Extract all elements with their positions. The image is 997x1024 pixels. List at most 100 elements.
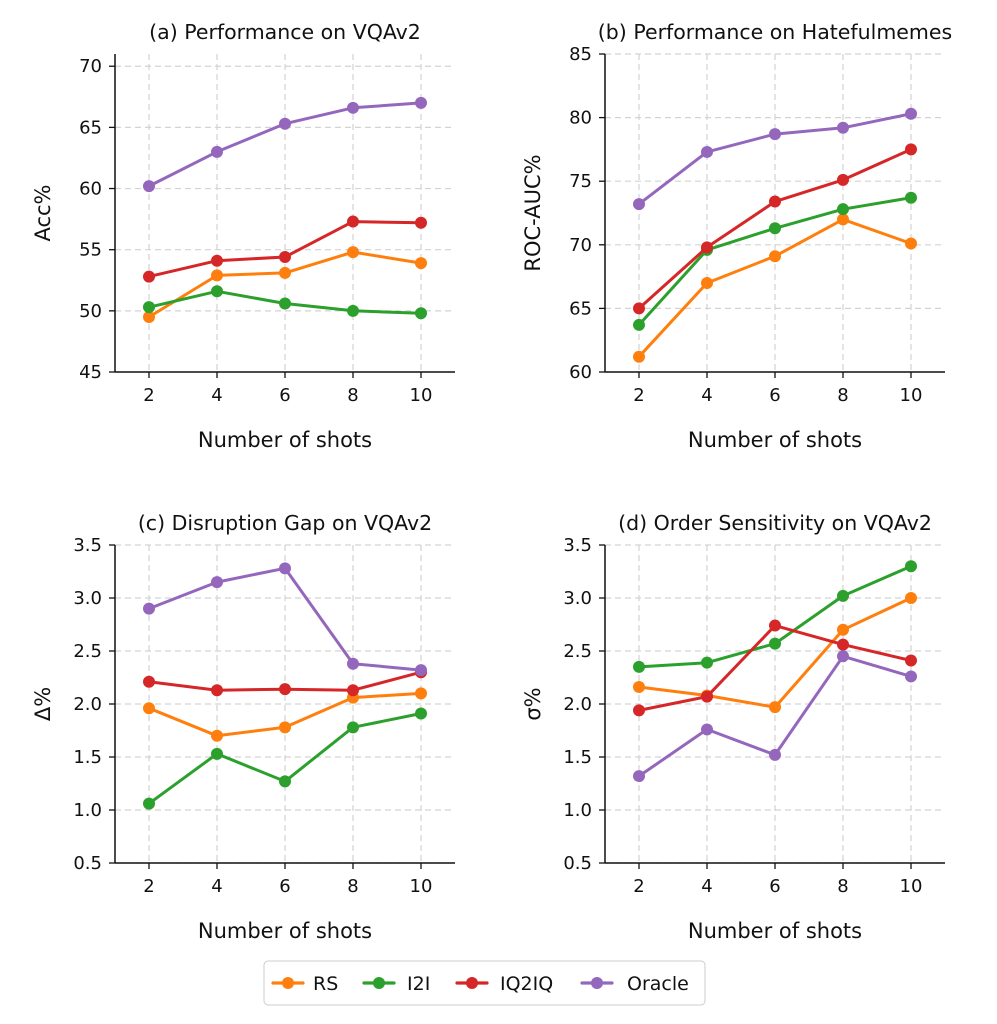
legend-item-i2i: I2I	[362, 973, 430, 995]
subplot-order-sensitivity: 2 4 6 8 10 0.5 1.0 1.5 2.0 2.5 3.0 3.5 (d) Order Sen…	[521, 511, 945, 943]
data-point-i2i	[415, 707, 427, 720]
data-point-iq2iq	[769, 619, 781, 632]
x-tick-label: 10	[900, 876, 923, 897]
x-tick-label: 4	[211, 876, 222, 897]
data-point-iq2iq	[279, 251, 291, 264]
data-point-oracle	[769, 128, 781, 141]
data-point-i2i	[279, 297, 291, 310]
data-point-i2i	[837, 203, 849, 216]
y-tick-label: 2.5	[563, 641, 592, 662]
x-tick-label: 10	[410, 876, 433, 897]
data-point-rs	[905, 592, 917, 604]
data-point-i2i	[633, 660, 645, 673]
legend-item-iq2iq: IQ2IQ	[455, 973, 553, 995]
y-tick-label: 55	[79, 240, 102, 261]
data-point-oracle	[211, 145, 223, 158]
x-tick-label: 2	[633, 385, 644, 406]
data-point-iq2iq	[415, 216, 427, 229]
data-point-oracle	[279, 562, 291, 575]
y-tick-label: 3.0	[563, 588, 592, 609]
data-point-iq2iq	[143, 270, 155, 283]
x-tick-label: 10	[410, 385, 433, 406]
x-tick-label: 2	[143, 385, 154, 406]
x-tick-label: 2	[633, 876, 644, 897]
data-point-iq2iq	[769, 195, 781, 208]
legend-i2i-marker	[373, 977, 385, 989]
series-i2i	[143, 285, 427, 320]
data-point-rs	[143, 310, 155, 323]
y-axis-label: Δ%	[31, 687, 55, 721]
y-tick-label: 85	[569, 44, 592, 65]
data-point-i2i	[279, 775, 291, 788]
data-point-iq2iq	[347, 215, 359, 228]
x-tick-label: 8	[837, 876, 848, 897]
x-tick-label: 2	[143, 876, 154, 897]
data-point-rs	[769, 250, 781, 263]
series-iq2iq	[633, 619, 917, 717]
legend-rs-label: RS	[313, 973, 338, 995]
data-point-i2i	[211, 747, 223, 760]
y-tick-label: 3.0	[73, 588, 102, 609]
data-point-i2i	[143, 797, 155, 810]
series-oracle	[633, 107, 917, 211]
data-point-oracle	[143, 602, 155, 615]
series-oracle	[633, 650, 917, 783]
series-iq2iq	[143, 215, 427, 283]
x-tick-label: 6	[769, 385, 780, 406]
legend: RS I2I IQ2IQ Oracle	[263, 960, 706, 1006]
x-axis-label: Number of shots	[688, 428, 862, 452]
x-tick-label: 8	[347, 876, 358, 897]
series-rs	[633, 592, 917, 714]
data-point-i2i	[701, 656, 713, 669]
data-point-i2i	[769, 222, 781, 235]
data-point-rs	[837, 213, 849, 226]
data-point-rs	[769, 701, 781, 714]
data-point-oracle	[279, 117, 291, 130]
data-point-rs	[211, 269, 223, 282]
y-axis-label: σ%	[521, 687, 545, 720]
series-oracle	[143, 562, 427, 677]
data-point-oracle	[633, 770, 645, 783]
y-tick-label: 1.5	[73, 747, 102, 768]
legend-rs-marker	[282, 977, 294, 989]
x-tick-label: 6	[769, 876, 780, 897]
y-tick-label: 2.0	[73, 694, 102, 715]
data-point-oracle	[701, 145, 713, 158]
data-point-iq2iq	[837, 173, 849, 186]
y-tick-label: 0.5	[73, 853, 102, 874]
x-axis-label: Number of shots	[198, 428, 372, 452]
subplot-hatefulmemes-auc: 2 4 6 8 10 60 65 70 75 80 85 (b) Performance on Hat…	[521, 20, 952, 452]
data-point-rs	[143, 702, 155, 715]
data-point-iq2iq	[211, 254, 223, 267]
data-point-rs	[701, 276, 713, 289]
y-axis-label: ROC-AUC%	[521, 154, 545, 271]
series-iq2iq	[633, 143, 917, 315]
x-tick-label: 4	[701, 385, 712, 406]
legend-oracle-label: Oracle	[627, 973, 689, 995]
data-point-rs	[279, 721, 291, 734]
y-tick-label: 45	[79, 362, 102, 383]
legend-iq2iq-label: IQ2IQ	[500, 973, 553, 995]
x-tick-label: 6	[279, 876, 290, 897]
data-point-oracle	[347, 101, 359, 114]
data-point-rs	[905, 237, 917, 250]
data-point-iq2iq	[905, 143, 917, 156]
data-point-iq2iq	[633, 704, 645, 717]
data-point-i2i	[143, 301, 155, 314]
data-point-rs	[633, 350, 645, 363]
y-tick-label: 2.5	[73, 641, 102, 662]
legend-oracle-marker	[591, 977, 603, 989]
y-tick-label: 70	[79, 56, 102, 77]
data-point-i2i	[347, 721, 359, 734]
data-point-oracle	[415, 664, 427, 677]
y-tick-label: 75	[569, 171, 592, 192]
y-tick-label: 1.5	[563, 747, 592, 768]
y-tick-label: 70	[569, 235, 592, 256]
data-point-rs	[211, 729, 223, 742]
data-point-oracle	[415, 96, 427, 109]
y-tick-label: 65	[79, 117, 102, 138]
subplot-title: (a) Performance on VQAv2	[149, 20, 421, 44]
subplot-vqav2-accuracy: 2 4 6 8 10 45 50 55 60 65 70 (a) Performance on VQA…	[31, 20, 455, 452]
x-axis-label: Number of shots	[198, 919, 372, 943]
